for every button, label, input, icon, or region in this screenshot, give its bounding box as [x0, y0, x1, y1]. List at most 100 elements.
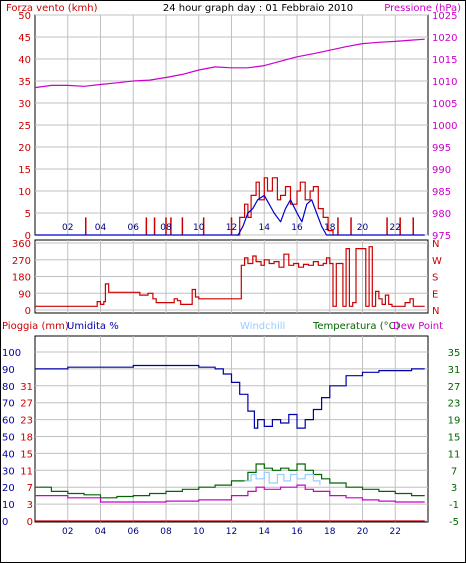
dewpoint-legend: Dew Point: [393, 321, 443, 332]
compass-axis-tick: N: [432, 239, 439, 250]
x-tick-label: 16: [291, 223, 303, 233]
rain-axis-tick: 0: [27, 517, 33, 528]
pressure-axis-tick: 995: [432, 143, 451, 154]
x-tick-label: 12: [226, 527, 237, 537]
x-tick-label: 14: [259, 223, 271, 233]
windchill-legend: Windchill: [240, 321, 285, 332]
compass-axis-tick: N: [432, 306, 439, 317]
wind-average-line: [35, 194, 425, 236]
wind-axis-tick: 25: [18, 121, 31, 132]
humidity-axis-tick: 30: [2, 466, 15, 477]
degree-axis-tick: 90: [18, 289, 31, 300]
rain-axis-tick: 11: [20, 466, 33, 477]
humidity-axis-tick: 0: [2, 517, 8, 528]
pressure-axis-tick: 980: [432, 209, 451, 220]
compass-axis-tick: W: [432, 256, 442, 267]
x-tick-label: 10: [193, 223, 205, 233]
x-tick-label: 10: [193, 527, 205, 537]
x-tick-label: 20: [357, 527, 369, 537]
temperature-axis-tick: 35: [448, 348, 461, 359]
temperature-axis-tick: 19: [448, 416, 461, 427]
rain-axis-tick: 15: [20, 449, 33, 460]
degree-axis-tick: 360: [12, 239, 31, 250]
x-tick-label: 12: [226, 223, 237, 233]
humidity-axis-tick: 40: [2, 449, 15, 460]
temperature-legend: Temperatura (°C): [312, 321, 400, 332]
temperature-axis-tick: 11: [448, 449, 461, 460]
panel1-series: [34, 38, 425, 236]
rain-axis-tick: 27: [20, 399, 33, 410]
windchill-line: [244, 471, 321, 486]
panel2-grid: [35, 240, 428, 313]
x-tick-label: 02: [62, 223, 73, 233]
rain-axis-tick: 7: [27, 483, 33, 494]
chart-title: 24 hour graph day : 01 Febbraio 2010: [163, 3, 353, 14]
humidity-axis-tick: 50: [2, 433, 15, 444]
temperature-line: [35, 463, 425, 499]
temperature-axis-tick: 15: [448, 433, 461, 444]
rain-axis-tick: 18: [20, 433, 33, 444]
panel3-temperature-axis: -5 -1 3 7 11 15 19 23 27 31 35: [448, 348, 461, 528]
rain-axis-tick: 23: [20, 416, 33, 427]
rain-axis-tick: 3: [27, 500, 33, 511]
humidity-axis-tick: 20: [2, 483, 15, 494]
wind-axis-tick: 0: [25, 231, 31, 242]
humidity-axis-tick: 70: [2, 399, 15, 410]
x-tick-label: 08: [160, 223, 172, 233]
panel1-grid: [35, 14, 428, 236]
wind-axis-tick: 50: [18, 11, 31, 22]
x-tick-label: 06: [128, 527, 140, 537]
temperature-axis-tick: 23: [448, 399, 461, 410]
x-tick-label: 22: [390, 223, 401, 233]
rain-axis-title: Pioggia (mm): [2, 321, 69, 332]
panel1-pressure-axis: 975 980 985 990 995 1000 1005 1010 1015 1020 1025: [432, 11, 457, 242]
rain-axis-tick: 31: [20, 382, 33, 393]
x-tick-label: 08: [160, 527, 172, 537]
compass-axis-tick: E: [432, 289, 438, 300]
temperature-axis-tick: 3: [451, 483, 457, 494]
x-tick-label: 22: [390, 527, 401, 537]
pressure-axis-tick: 1025: [432, 11, 457, 22]
humidity-axis-tick: 10: [2, 500, 15, 511]
temperature-axis-tick: 7: [451, 466, 457, 477]
wind-axis-tick: 10: [18, 187, 31, 198]
pressure-axis-tick: 1010: [432, 77, 457, 88]
panel1-wind-axis: 0 5 10 15 20 25 30 35 40 45 50: [18, 11, 31, 242]
wind-axis-tick: 30: [18, 99, 31, 110]
wind-axis-tick: 35: [18, 77, 31, 88]
degree-axis-tick: 0: [25, 306, 31, 317]
humidity-line: [35, 364, 425, 429]
humidity-axis-tick: 60: [2, 416, 15, 427]
pressure-axis-tick: 1020: [432, 33, 457, 44]
pressure-axis-tick: 1005: [432, 99, 457, 110]
wind-direction-line: [35, 246, 425, 307]
panel2-degree-axis: 0 90 180 270 360: [12, 239, 31, 317]
panel3-left-axis: 0 10 20 30 40 50 60 70 80 90 100 0 3 7 11 15 18 23 27 31: [2, 348, 33, 528]
pressure-axis-tick: 985: [432, 187, 451, 198]
compass-axis-tick: S: [432, 273, 438, 284]
panel2-series: [35, 246, 425, 307]
humidity-axis-tick: 90: [2, 365, 15, 376]
wind-axis-title: Forza vento (kmh): [6, 3, 98, 14]
panel1-x-axis: 02 04 06 08 10 12 14 16 18 20 22: [62, 223, 401, 233]
x-tick-label: 04: [95, 527, 107, 537]
x-tick-label: 18: [324, 527, 336, 537]
x-tick-label: 02: [62, 527, 73, 537]
wind-axis-tick: 15: [18, 165, 31, 176]
panel3-series: [35, 364, 425, 522]
x-tick-label: 04: [95, 223, 107, 233]
temperature-axis-tick: 31: [448, 365, 461, 376]
humidity-axis-tick: 100: [2, 348, 21, 359]
pressure-axis-tick: 975: [432, 231, 451, 242]
x-tick-label: 18: [324, 223, 336, 233]
degree-axis-tick: 270: [12, 256, 31, 267]
x-tick-label: 16: [291, 527, 303, 537]
temperature-axis-tick: 27: [448, 382, 461, 393]
pressure-axis-tick: 990: [432, 165, 451, 176]
pressure-axis-tick: 1000: [432, 121, 457, 132]
wind-axis-tick: 20: [18, 143, 31, 154]
x-tick-label: 14: [259, 527, 271, 537]
wind-axis-tick: 45: [18, 33, 31, 44]
panel3-x-axis: 02 04 06 08 10 12 14 16 18 20 22: [62, 527, 401, 537]
